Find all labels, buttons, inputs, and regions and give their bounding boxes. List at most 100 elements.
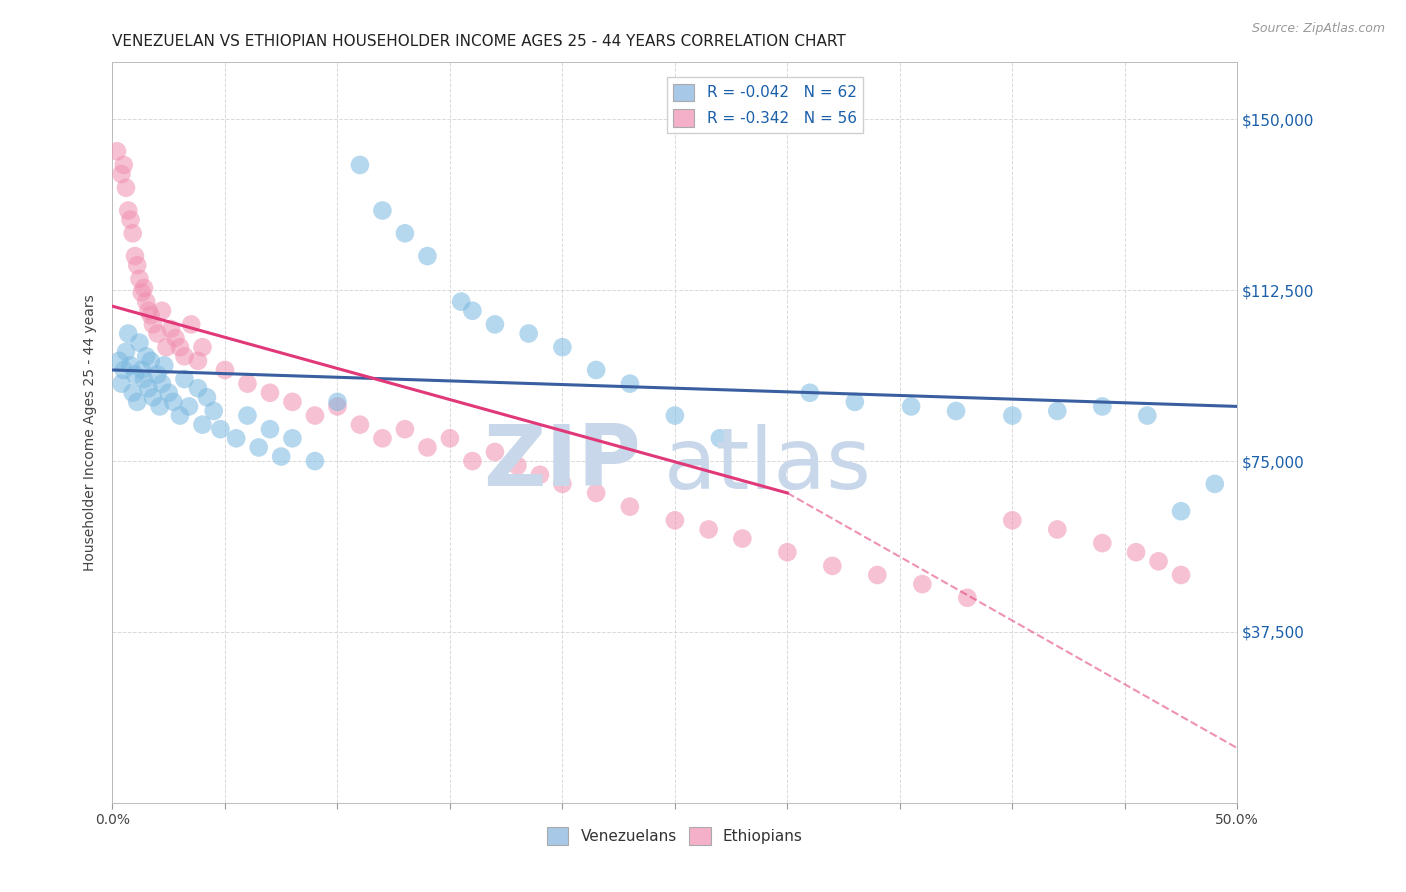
Point — [1091, 536, 1114, 550]
Point — [112, 158, 135, 172]
Point — [1001, 513, 1024, 527]
Point — [127, 395, 149, 409]
Point — [202, 404, 225, 418]
Point — [619, 500, 641, 514]
Point — [259, 385, 281, 400]
Point — [281, 395, 304, 409]
Point — [461, 303, 484, 318]
Point — [1170, 568, 1192, 582]
Point — [1125, 545, 1147, 559]
Point — [132, 372, 155, 386]
Point — [709, 431, 731, 445]
Point — [236, 376, 259, 391]
Point — [619, 376, 641, 391]
Point — [349, 417, 371, 432]
Point — [1147, 554, 1170, 568]
Point — [139, 354, 162, 368]
Point — [900, 400, 922, 414]
Point — [157, 385, 180, 400]
Point — [945, 404, 967, 418]
Point — [1046, 404, 1069, 418]
Point — [664, 409, 686, 423]
Point — [146, 368, 169, 382]
Point — [439, 431, 461, 445]
Point — [120, 359, 142, 373]
Point — [155, 340, 177, 354]
Point — [371, 431, 394, 445]
Point — [450, 294, 472, 309]
Point — [128, 272, 150, 286]
Point — [139, 308, 162, 322]
Point — [165, 331, 187, 345]
Point — [225, 431, 247, 445]
Point — [956, 591, 979, 605]
Point — [866, 568, 889, 582]
Point — [105, 145, 128, 159]
Point — [150, 303, 173, 318]
Point — [281, 431, 304, 445]
Point — [173, 372, 195, 386]
Point — [394, 227, 416, 241]
Point — [416, 249, 439, 263]
Point — [149, 400, 172, 414]
Point — [236, 409, 259, 423]
Point — [247, 441, 270, 455]
Point — [799, 385, 821, 400]
Point — [304, 409, 326, 423]
Point — [585, 486, 607, 500]
Point — [146, 326, 169, 341]
Point — [135, 294, 157, 309]
Point — [1091, 400, 1114, 414]
Point — [127, 258, 149, 272]
Point — [664, 513, 686, 527]
Point — [132, 281, 155, 295]
Point — [150, 376, 173, 391]
Point — [117, 203, 139, 218]
Point — [551, 476, 574, 491]
Point — [326, 400, 349, 414]
Point — [131, 363, 153, 377]
Point — [110, 376, 132, 391]
Text: ZIP: ZIP — [484, 421, 641, 504]
Point — [162, 395, 184, 409]
Point — [138, 303, 160, 318]
Point — [115, 180, 138, 194]
Point — [173, 349, 195, 363]
Point — [142, 318, 165, 332]
Y-axis label: Householder Income Ages 25 - 44 years: Householder Income Ages 25 - 44 years — [83, 294, 97, 571]
Point — [135, 349, 157, 363]
Point — [131, 285, 153, 300]
Point — [115, 344, 138, 359]
Point — [108, 354, 131, 368]
Point — [911, 577, 934, 591]
Point — [697, 523, 720, 537]
Point — [177, 400, 200, 414]
Text: Source: ZipAtlas.com: Source: ZipAtlas.com — [1251, 22, 1385, 36]
Point — [110, 167, 132, 181]
Point — [416, 441, 439, 455]
Point — [371, 203, 394, 218]
Point — [187, 354, 209, 368]
Point — [529, 467, 551, 482]
Point — [517, 326, 540, 341]
Point — [731, 532, 754, 546]
Point — [128, 335, 150, 350]
Point — [124, 249, 146, 263]
Point — [142, 390, 165, 404]
Point — [1204, 476, 1226, 491]
Point — [121, 385, 143, 400]
Point — [120, 212, 142, 227]
Point — [1170, 504, 1192, 518]
Point — [195, 390, 218, 404]
Point — [209, 422, 232, 436]
Point — [349, 158, 371, 172]
Point — [191, 417, 214, 432]
Point — [1136, 409, 1159, 423]
Point — [506, 458, 529, 473]
Point — [153, 359, 176, 373]
Point — [821, 558, 844, 573]
Point — [160, 322, 183, 336]
Text: VENEZUELAN VS ETHIOPIAN HOUSEHOLDER INCOME AGES 25 - 44 YEARS CORRELATION CHART: VENEZUELAN VS ETHIOPIAN HOUSEHOLDER INCO… — [112, 34, 846, 49]
Point — [169, 409, 191, 423]
Point — [112, 363, 135, 377]
